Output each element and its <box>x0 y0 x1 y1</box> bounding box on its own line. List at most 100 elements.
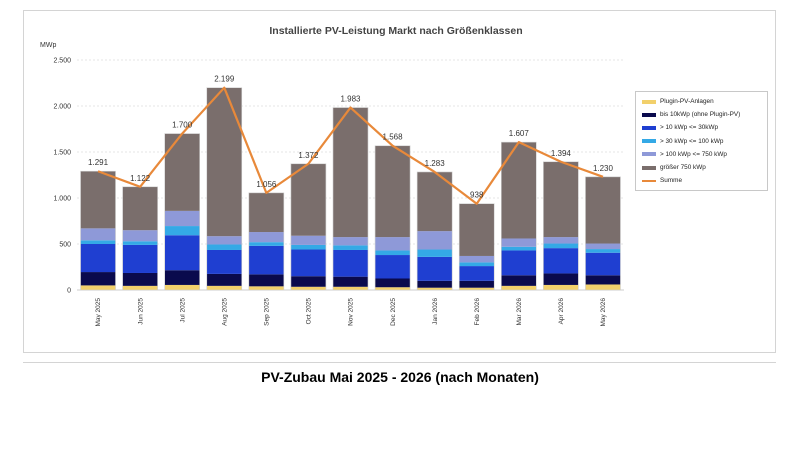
legend-swatch <box>642 139 656 144</box>
bar-segment <box>333 276 368 287</box>
bar-segment <box>375 250 411 256</box>
total-line <box>97 86 604 205</box>
chart-title: Installierte PV-Leistung Markt nach Größ… <box>269 25 522 37</box>
bar-segment <box>459 287 495 290</box>
total-label: 938 <box>470 191 484 200</box>
bar-stacks <box>80 87 621 291</box>
y-axis-label: MWp <box>40 42 56 49</box>
legend-item: bis 10kWp (ohne Plugin-PV) <box>642 108 761 121</box>
total-label: 1.372 <box>298 151 319 160</box>
bar-segment <box>459 266 495 281</box>
bar-segment <box>290 163 326 236</box>
bar-stack <box>122 186 158 291</box>
total-label: 1.056 <box>256 180 277 189</box>
bar-segment <box>206 273 242 286</box>
bar-segment <box>585 252 621 276</box>
x-tick-label: Oct 2025 <box>306 298 313 325</box>
y-tick-label: 0 <box>67 288 71 295</box>
y-tick-label: 1.500 <box>53 150 71 157</box>
figure-caption: PV-Zubau Mai 2025 - 2026 (nach Monaten) <box>261 369 539 385</box>
legend-swatch <box>642 99 656 104</box>
bar-segment <box>206 244 242 250</box>
legend-label: Summe <box>660 177 683 185</box>
bar-segment <box>122 230 158 242</box>
bar-segment <box>164 133 200 211</box>
bar-segment <box>333 237 368 246</box>
bar-segment <box>206 249 242 274</box>
bar-stack <box>501 141 537 291</box>
bar-stack <box>458 203 495 291</box>
bar-segment <box>164 284 200 290</box>
bar-segment <box>248 232 284 243</box>
bar-segment <box>122 272 158 286</box>
bar-segment <box>417 287 453 290</box>
bar-segment <box>543 243 579 249</box>
bar-segment <box>417 231 453 250</box>
bar-segment <box>164 270 200 285</box>
bar-segment <box>290 276 326 287</box>
y-tick-label: 1.000 <box>53 196 71 203</box>
legend-swatch <box>642 125 656 130</box>
bar-stack <box>332 107 369 291</box>
legend-item: > 10 kWp <= 30kWp <box>642 121 761 134</box>
x-tick-label: Aug 2025 <box>221 298 228 326</box>
bar-segment <box>585 284 621 290</box>
legend-item: > 100 kWp <= 750 kWp <box>642 148 761 161</box>
bar-segment <box>248 274 284 287</box>
bar-segment <box>417 280 453 288</box>
bar-segment <box>206 87 242 237</box>
bar-segment <box>80 272 116 286</box>
bar-segment <box>80 240 116 244</box>
bar-segment <box>164 226 200 236</box>
bar-segment <box>248 245 284 275</box>
bar-segment <box>459 280 495 288</box>
bar-segment <box>290 249 326 277</box>
x-tick-label: Nov 2025 <box>348 298 355 326</box>
bar-segment <box>501 285 537 290</box>
bar-segment <box>459 203 495 256</box>
x-tick-label: Jul 2025 <box>179 298 186 323</box>
total-label: 1.983 <box>340 95 361 104</box>
total-label: 1.394 <box>551 149 572 158</box>
x-tick-label: May 2025 <box>95 298 102 327</box>
bar-segment <box>333 107 368 238</box>
bar-stack <box>164 133 200 291</box>
bar-segment <box>585 243 621 250</box>
bar-segment <box>375 287 411 290</box>
bar-segment <box>585 275 621 285</box>
bar-segment <box>248 192 284 233</box>
bar-segment <box>164 235 200 271</box>
legend-item: größer 750 kWp <box>642 161 761 174</box>
bar-segment <box>164 210 200 227</box>
bar-segment <box>333 245 368 250</box>
x-tick-label: Mar 2026 <box>516 298 523 326</box>
legend-swatch <box>642 165 656 170</box>
bar-segment <box>80 285 116 290</box>
bar-segment <box>122 186 158 231</box>
total-label: 1.122 <box>130 174 151 183</box>
bar-segment <box>459 255 495 263</box>
y-tick-label: 2.000 <box>53 104 71 111</box>
bar-segment <box>375 255 411 279</box>
stacked-bar-chart: Installierte PV-Leistung Markt nach Größ… <box>40 25 624 327</box>
bar-segment <box>248 242 284 246</box>
bar-segment <box>122 285 158 290</box>
x-tick-label: Dec 2025 <box>390 298 397 326</box>
bar-segment <box>375 145 411 238</box>
legend: Plugin-PV-Anlagen bis 10kWp (ohne Plugin-… <box>635 91 768 192</box>
bar-stack <box>416 171 453 291</box>
bar-segment <box>585 249 621 253</box>
legend-label: Plugin-PV-Anlagen <box>660 98 714 106</box>
legend-swatch <box>642 152 656 157</box>
total-label: 1.230 <box>593 164 614 173</box>
bar-segment <box>206 285 242 290</box>
x-tick-label: Sep 2025 <box>264 298 271 326</box>
x-tick-label: Jan 2026 <box>432 298 439 325</box>
bar-segment <box>248 286 284 290</box>
bar-segment <box>543 284 579 290</box>
legend-label: > 100 kWp <= 750 kWp <box>660 150 727 158</box>
legend-swatch <box>642 179 656 182</box>
bar-stack <box>248 192 285 291</box>
bar-segment <box>290 235 326 245</box>
bar-segment <box>543 161 579 238</box>
